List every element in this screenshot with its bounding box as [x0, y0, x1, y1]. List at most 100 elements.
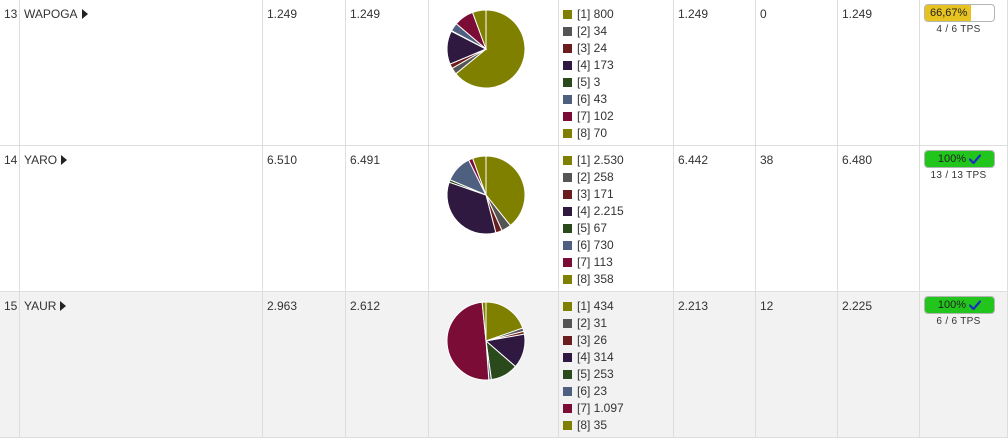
value-1: 1.249 [267, 7, 298, 21]
pie-slice-8 [481, 301, 487, 342]
expand-name-toggle[interactable]: YAUR [24, 299, 67, 313]
legend-label: [7] 113 [577, 255, 613, 269]
legend-swatch [563, 207, 572, 216]
table-row: 15 YAUR 2.963 2.612 [1] 434 [2] 31 [3] 26[… [0, 291, 1008, 438]
legend-swatch [563, 27, 572, 36]
value-cell-2: 6.491 [345, 145, 429, 292]
row-number: 15 [4, 299, 18, 313]
value-cell-5: 1.249 [837, 0, 920, 146]
legend-item: [1] 800 [563, 6, 673, 23]
pie-cell [428, 291, 559, 438]
value-5: 1.249 [842, 7, 873, 21]
value-4: 0 [760, 7, 767, 21]
pie-slice-8 [472, 155, 487, 196]
progress-fill [925, 5, 971, 21]
legend-label: [8] 35 [577, 418, 608, 432]
legend-label: [6] 23 [577, 384, 608, 398]
legend-cell: [1] 800 [2] 34 [3] 24 [4] 173 [5] 3 [6] 43 [7]… [558, 0, 674, 146]
legend-item: [6] 23 [563, 383, 673, 400]
legend-item: [3] 26 [563, 332, 673, 349]
progress-bar: 100% [924, 296, 995, 314]
legend-swatch [563, 61, 572, 70]
name-cell: YAUR [19, 291, 263, 438]
legend-swatch [563, 156, 572, 165]
value-4: 38 [760, 153, 774, 167]
value-cell-3: 6.442 [673, 145, 756, 292]
value-2: 1.249 [350, 7, 381, 21]
legend-item: [3] 171 [563, 186, 673, 203]
legend-label: [1] 800 [577, 7, 614, 21]
value-5: 2.225 [842, 299, 873, 313]
legend-item: [6] 730 [563, 237, 673, 254]
legend-label: [7] 102 [577, 109, 614, 123]
legend-swatch [563, 129, 572, 138]
legend-item: [7] 102 [563, 108, 673, 125]
row-number-cell: 13 [0, 0, 20, 146]
tps-cell: 100% 6 / 6 TPS [919, 291, 1008, 438]
progress-label: 100% [937, 299, 967, 311]
legend-label: [1] 434 [577, 299, 614, 313]
progress-text: 100% [925, 297, 994, 313]
progress-bar: 100% [924, 150, 995, 168]
pie-legend: [1] 2.530 [2] 258 [3] 171 [4] 2.215 [5] 67 [6… [563, 152, 673, 288]
pie-slice-7 [446, 301, 490, 381]
legend-swatch [563, 302, 572, 311]
legend-label: [4] 173 [577, 58, 614, 72]
value-cell-4: 0 [755, 0, 838, 146]
name-cell: YARO [19, 145, 263, 292]
value-1: 2.963 [267, 299, 298, 313]
progress-text: 100% [925, 151, 994, 167]
legend-label: [3] 171 [577, 187, 614, 201]
legend-swatch [563, 95, 572, 104]
tps-count: 4 / 6 TPS [936, 24, 981, 35]
legend-label: [2] 34 [577, 24, 608, 38]
check-icon [969, 154, 982, 164]
pie-cell [428, 0, 559, 146]
expand-name-toggle[interactable]: YARO [24, 153, 68, 167]
legend-label: [2] 31 [577, 316, 608, 330]
legend-swatch [563, 241, 572, 250]
legend-item: [4] 2.215 [563, 203, 673, 220]
tps-cell: 100% 13 / 13 TPS [919, 145, 1008, 292]
legend-swatch [563, 370, 572, 379]
legend-item: [5] 3 [563, 74, 673, 91]
value-3: 2.213 [678, 299, 709, 313]
legend-item: [7] 113 [563, 254, 673, 271]
table-row: 14 YARO 6.510 6.491 [1] 2.530 [2] 258 [3] … [0, 145, 1008, 292]
progress-bar: 66,67% [924, 4, 995, 22]
legend-label: [4] 314 [577, 350, 614, 364]
tps-count: 6 / 6 TPS [936, 316, 981, 327]
expand-name-toggle[interactable]: WAPOGA [24, 7, 88, 21]
legend-swatch [563, 190, 572, 199]
pie-chart [446, 9, 526, 89]
pie-slice-1 [455, 9, 526, 89]
legend-cell: [1] 434 [2] 31 [3] 26 [4] 314 [5] 253 [6] 23 [… [558, 291, 674, 438]
pie-cell [428, 145, 559, 292]
legend-item: [4] 173 [563, 57, 673, 74]
row-name: YARO [24, 153, 58, 167]
tps-cell: 66,67% 4 / 6 TPS [919, 0, 1008, 146]
legend-item: [8] 358 [563, 271, 673, 288]
legend-swatch [563, 173, 572, 182]
value-cell-3: 1.249 [673, 0, 756, 146]
legend-swatch [563, 421, 572, 430]
row-name: YAUR [24, 299, 57, 313]
legend-swatch [563, 319, 572, 328]
legend-swatch [563, 387, 572, 396]
legend-swatch [563, 44, 572, 53]
progress-fill [925, 297, 994, 313]
legend-swatch [563, 275, 572, 284]
name-cell: WAPOGA [19, 0, 263, 146]
legend-swatch [563, 78, 572, 87]
row-number-cell: 14 [0, 145, 20, 292]
legend-label: [7] 1.097 [577, 401, 624, 415]
table-row: 13 WAPOGA 1.249 1.249 [1] 800 [2] 34 [3] 2… [0, 0, 1008, 146]
legend-item: [5] 253 [563, 366, 673, 383]
value-2: 6.491 [350, 153, 381, 167]
progress-label: 100% [937, 153, 967, 165]
caret-right-icon [60, 301, 67, 311]
value-1: 6.510 [267, 153, 298, 167]
value-cell-5: 2.225 [837, 291, 920, 438]
legend-item: [8] 35 [563, 417, 673, 434]
